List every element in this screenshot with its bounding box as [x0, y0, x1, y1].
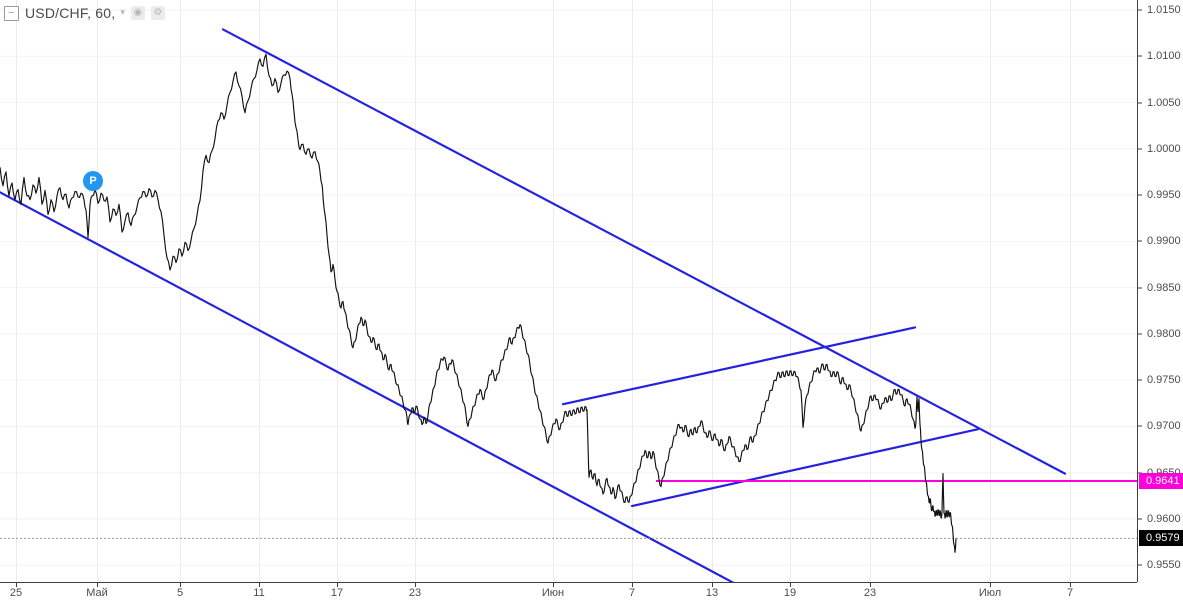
price-axis-label: 0.9950 [1147, 189, 1181, 202]
chart-legend: − USD/CHF, 60, ▾ ◉ ⚙ [4, 5, 165, 21]
price-axis-label: 0.9700 [1147, 420, 1181, 433]
price-line-series [0, 53, 957, 553]
price-axis-label: 0.9900 [1147, 235, 1181, 248]
time-axis-label: 13 [705, 587, 719, 599]
price-axis-label: 0.9850 [1147, 281, 1181, 294]
price-tick [1138, 333, 1142, 335]
time-tick [632, 583, 633, 587]
price-tick [1138, 518, 1142, 520]
trendline-wedge-top[interactable] [561, 326, 917, 406]
price-axis[interactable]: 0.9641 0.9579 1.0150 1.0100 1.0050 1.0000 0.… [1137, 0, 1183, 582]
time-tick [1070, 583, 1071, 587]
time-axis-label: Июл [978, 587, 1002, 599]
price-axis-label: 1.0150 [1147, 3, 1181, 16]
last-price-badge: 0.9579 [1139, 530, 1183, 547]
time-tick [990, 583, 991, 587]
time-axis-label: 25 [9, 587, 23, 599]
time-axis-label: 11 [253, 587, 265, 599]
time-tick [553, 583, 554, 587]
price-axis-label: 0.9800 [1147, 327, 1181, 340]
time-axis-label: 17 [330, 587, 344, 599]
time-axis[interactable]: 25 Май 5 11 17 23 Июн 7 13 19 23 Июл 7 [0, 582, 1137, 602]
time-tick [180, 583, 181, 587]
price-axis-label: 0.9600 [1147, 512, 1181, 525]
time-axis-label: Май [86, 587, 108, 599]
price-tick [1138, 148, 1142, 150]
time-tick [337, 583, 338, 587]
price-tick [1138, 102, 1142, 104]
gear-icon[interactable]: ⚙ [150, 6, 165, 20]
price-axis-label: 1.0050 [1147, 96, 1181, 109]
time-axis-label: 7 [1066, 587, 1074, 599]
eye-icon[interactable]: ◉ [130, 6, 145, 20]
price-tick [1138, 425, 1142, 427]
price-tick [1138, 472, 1142, 474]
price-tick [1138, 9, 1142, 11]
time-axis-label: 23 [863, 587, 877, 599]
time-tick [870, 583, 871, 587]
price-axis-label: 1.0100 [1147, 50, 1181, 63]
position-marker-p[interactable]: P [83, 171, 103, 192]
time-axis-label: 23 [408, 587, 422, 599]
price-tick [1138, 240, 1142, 242]
time-axis-label: 19 [783, 587, 797, 599]
time-tick [415, 583, 416, 587]
trendline-channel-top[interactable] [221, 28, 1067, 475]
trendline-channel-bottom[interactable] [0, 191, 737, 582]
time-tick [97, 583, 98, 587]
price-axis-label: 1.0000 [1147, 142, 1181, 155]
price-axis-label: 0.9750 [1147, 374, 1181, 387]
time-axis-label: 5 [176, 587, 184, 599]
time-axis-label: 7 [628, 587, 636, 599]
price-tick [1138, 379, 1142, 381]
price-tick [1138, 564, 1142, 566]
time-tick [790, 583, 791, 587]
alert-price-badge[interactable]: 0.9641 [1139, 473, 1183, 490]
time-axis-label: Июн [541, 587, 565, 599]
trendline-wedge-bottom[interactable] [630, 428, 980, 508]
price-tick [1138, 194, 1142, 196]
symbol-title[interactable]: USD/CHF, 60, [25, 5, 116, 21]
price-tick [1138, 55, 1142, 57]
time-tick [712, 583, 713, 587]
time-tick [16, 583, 17, 587]
price-axis-label: 0.9550 [1147, 559, 1181, 572]
chevron-down-icon[interactable]: ▾ [120, 8, 125, 18]
time-tick [259, 583, 260, 587]
price-tick [1138, 287, 1142, 289]
collapse-icon[interactable]: − [4, 5, 19, 21]
price-chart-canvas[interactable] [0, 0, 1137, 582]
